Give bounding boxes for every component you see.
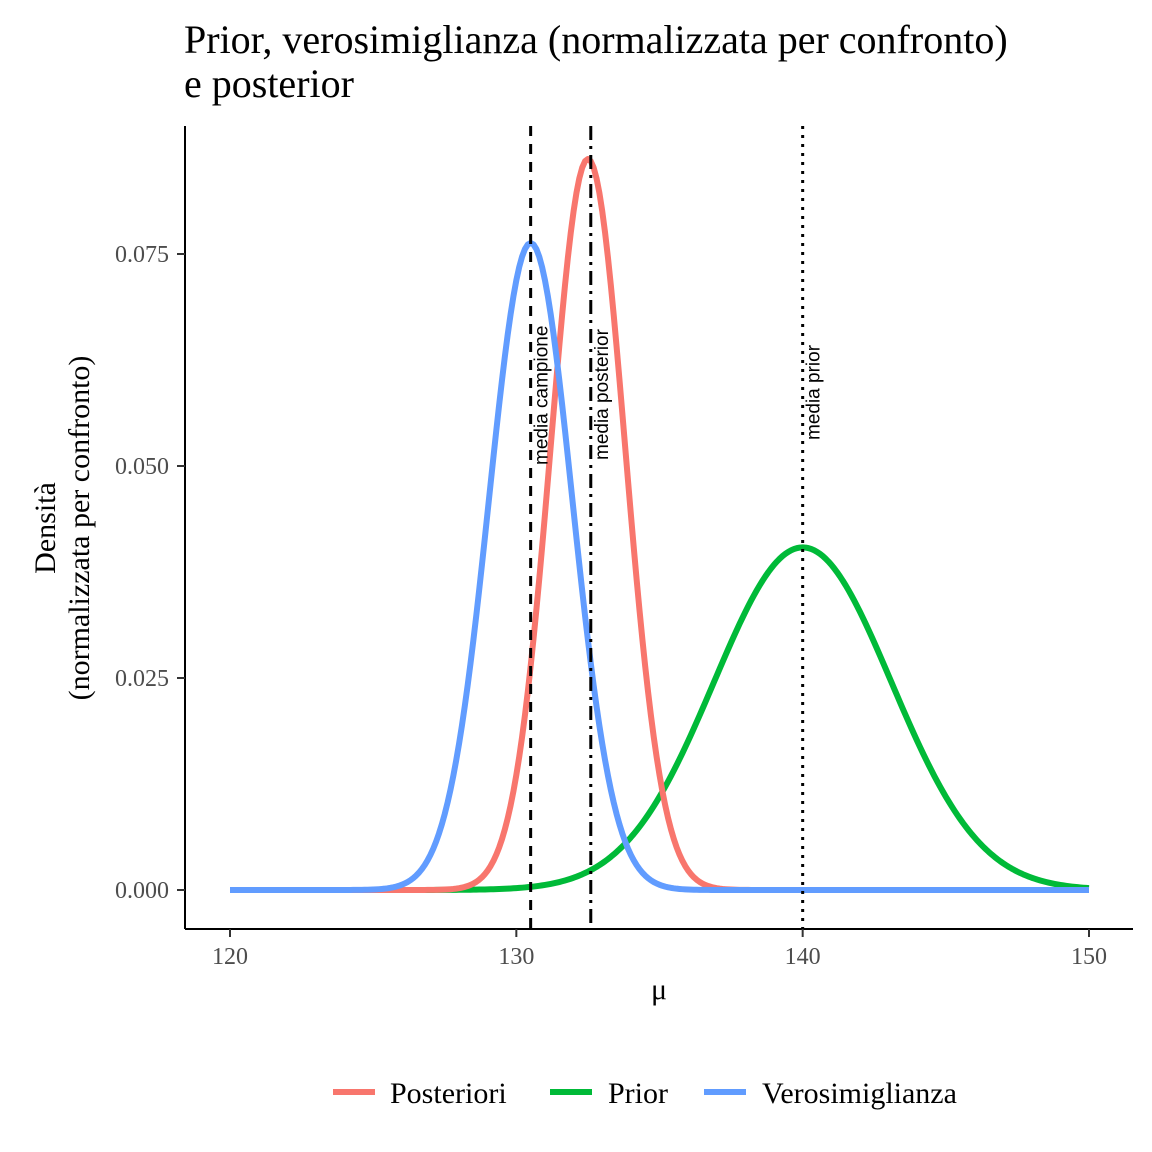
x-axis-title: μ <box>651 973 667 1006</box>
series-line-prior <box>229 544 1090 893</box>
vline-label-media-prior: media prior <box>804 344 825 440</box>
series-layer <box>229 156 1090 893</box>
legend-label-posteriori: Posteriori <box>390 1077 507 1110</box>
legend-label-prior: Prior <box>608 1077 668 1110</box>
y-tick-label: 0.050 <box>115 454 169 480</box>
y-tick-label: 0.025 <box>115 666 169 692</box>
vline-label-media-campione: media campione <box>532 326 553 465</box>
y-axis-title-line-1: Densità <box>29 482 62 574</box>
x-tick-label: 130 <box>498 944 534 970</box>
legend: Posteriori Prior Verosimiglianza <box>333 1077 957 1110</box>
vline-layer: media campione media posterior media prior <box>529 126 825 929</box>
y-ticks: 0.000 0.025 0.050 0.075 <box>115 242 185 904</box>
y-tick-label: 0.000 <box>115 878 169 904</box>
series-line-posteriori <box>229 156 1090 893</box>
x-tick-label: 140 <box>785 944 821 970</box>
chart-title-line-1: Prior, verosimiglianza (normalizzata per… <box>184 17 1008 62</box>
y-axis-title: Densità (normalizzata per confronto) <box>29 356 96 701</box>
series-line-verosimiglianza <box>229 239 1090 893</box>
x-tick-label: 120 <box>212 944 248 970</box>
x-tick-label: 150 <box>1071 944 1107 970</box>
vline-label-media-posterior: media posterior <box>592 328 613 460</box>
chart-title-line-2: e posterior <box>184 61 354 106</box>
x-ticks: 120 130 140 150 <box>212 929 1107 970</box>
y-tick-label: 0.075 <box>115 242 169 268</box>
y-axis-title-line-2: (normalizzata per confronto) <box>63 356 96 701</box>
legend-label-verosimiglianza: Verosimiglianza <box>762 1077 957 1110</box>
